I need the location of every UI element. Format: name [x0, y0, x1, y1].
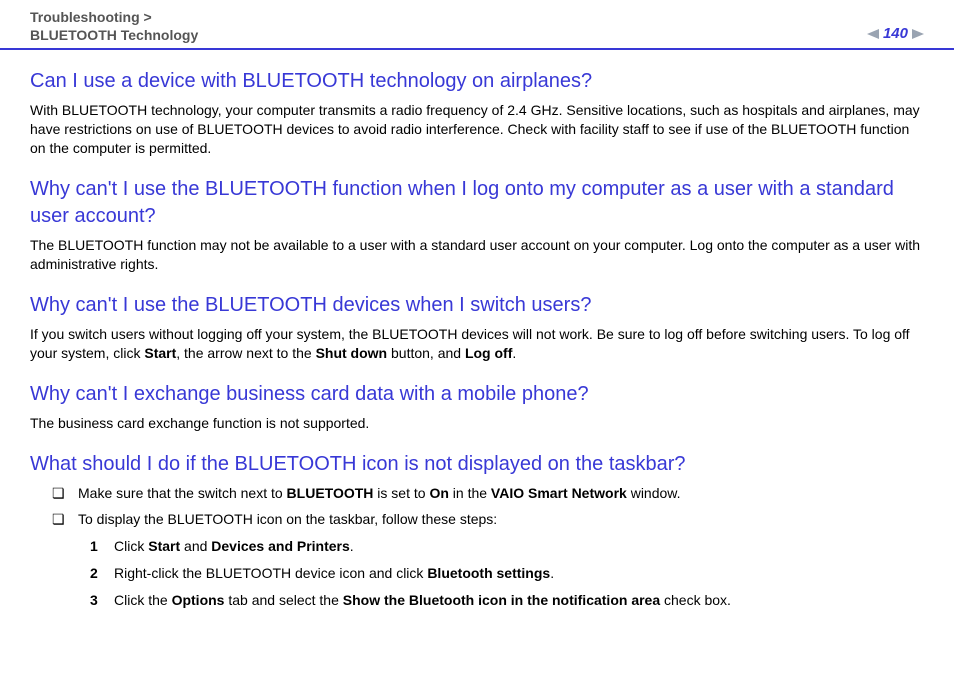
breadcrumb: Troubleshooting > BLUETOOTH Technology — [30, 8, 198, 44]
list-item-text: Make sure that the switch next to BLUETO… — [78, 484, 681, 503]
step-number: 3 — [90, 591, 100, 610]
breadcrumb-line-2: BLUETOOTH Technology — [30, 26, 198, 44]
section-body: With BLUETOOTH technology, your computer… — [30, 101, 924, 158]
list-item: 2 Right-click the BLUETOOTH device icon … — [90, 564, 924, 583]
list-item-text: To display the BLUETOOTH icon on the tas… — [78, 510, 497, 529]
list-item: ❏ Make sure that the switch next to BLUE… — [52, 484, 924, 503]
section-heading: Can I use a device with BLUETOOTH techno… — [30, 68, 924, 95]
step-text: Click Start and Devices and Printers. — [114, 537, 354, 556]
breadcrumb-line-1: Troubleshooting > — [30, 8, 198, 26]
section-heading: Why can't I exchange business card data … — [30, 381, 924, 408]
prev-page-icon[interactable] — [867, 25, 879, 44]
section-body: If you switch users without logging off … — [30, 325, 924, 363]
step-number: 2 — [90, 564, 100, 583]
list-item: 3 Click the Options tab and select the S… — [90, 591, 924, 610]
content-area: Can I use a device with BLUETOOTH techno… — [0, 50, 954, 610]
section-heading: Why can't I use the BLUETOOTH devices wh… — [30, 292, 924, 319]
page-navigator: 140 — [867, 24, 924, 44]
step-text: Right-click the BLUETOOTH device icon an… — [114, 564, 554, 583]
page-number: 140 — [883, 24, 908, 44]
section-body: The BLUETOOTH function may not be availa… — [30, 236, 924, 274]
step-number: 1 — [90, 537, 100, 556]
numbered-steps: 1 Click Start and Devices and Printers. … — [52, 537, 924, 610]
next-page-icon[interactable] — [912, 25, 924, 44]
bullet-list: ❏ Make sure that the switch next to BLUE… — [30, 484, 924, 610]
section-heading: Why can't I use the BLUETOOTH function w… — [30, 176, 924, 230]
bullet-icon: ❏ — [52, 510, 66, 529]
step-text: Click the Options tab and select the Sho… — [114, 591, 731, 610]
bullet-icon: ❏ — [52, 484, 66, 503]
list-item: ❏ To display the BLUETOOTH icon on the t… — [52, 510, 924, 529]
section-body: The business card exchange function is n… — [30, 414, 924, 433]
page-header: Troubleshooting > BLUETOOTH Technology 1… — [0, 0, 954, 50]
list-item: 1 Click Start and Devices and Printers. — [90, 537, 924, 556]
section-heading: What should I do if the BLUETOOTH icon i… — [30, 451, 924, 478]
